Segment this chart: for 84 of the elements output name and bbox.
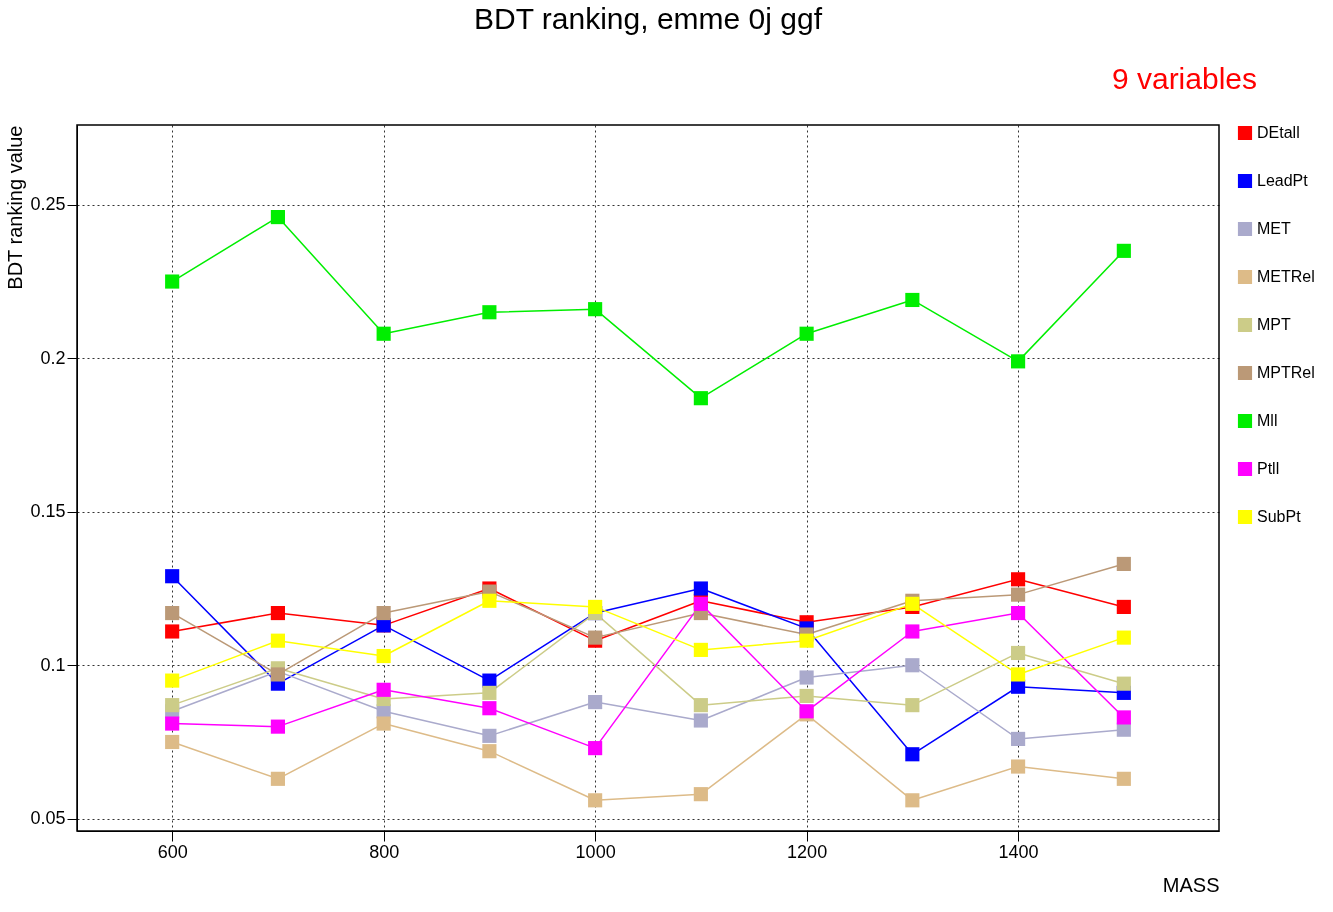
- point: [1116, 676, 1131, 691]
- point: [1116, 599, 1131, 614]
- y-axis-title: BDT ranking value: [4, 125, 27, 290]
- point: [1116, 722, 1131, 737]
- point: [905, 747, 920, 762]
- point: [1116, 630, 1131, 645]
- point: [693, 698, 708, 713]
- point: [799, 633, 814, 648]
- point: [482, 744, 497, 759]
- point: [165, 605, 180, 621]
- point: [1011, 587, 1026, 602]
- point: [1011, 731, 1026, 746]
- point: [1011, 572, 1026, 587]
- point: [165, 569, 180, 584]
- text: 9 variables: [1111, 62, 1257, 95]
- point: [270, 719, 285, 734]
- y-tick-label: 0.15: [30, 501, 66, 522]
- point: [376, 605, 391, 621]
- point: [482, 593, 497, 608]
- chart-title: BDT ranking, emme 0j ggf: [474, 2, 823, 35]
- point: [482, 685, 497, 700]
- point: [482, 305, 497, 320]
- point: [165, 274, 180, 289]
- point: [693, 713, 708, 728]
- y-tick-label: 0.25: [30, 194, 66, 215]
- y-tick-label: 0.2: [40, 347, 66, 368]
- legend-label: LeadPt: [1257, 172, 1309, 189]
- point: [799, 688, 814, 704]
- point: [482, 701, 497, 716]
- point: [165, 698, 180, 713]
- x-tick-label: 1200: [787, 841, 828, 862]
- point: [1011, 759, 1026, 774]
- point: [376, 716, 391, 731]
- point: [165, 673, 180, 688]
- legend-label: MPTRel: [1257, 364, 1315, 381]
- legend-label: SubPt: [1257, 508, 1302, 525]
- y-tick-label: 0.05: [30, 808, 66, 829]
- point: [376, 326, 391, 341]
- point: [905, 698, 920, 713]
- point: [905, 292, 920, 308]
- x-axis-title: MASS: [1162, 873, 1220, 896]
- point: [905, 793, 920, 808]
- point: [693, 581, 708, 596]
- point: [165, 734, 180, 750]
- point: [270, 605, 285, 621]
- legend-label: DEtall: [1257, 124, 1300, 141]
- point: [1011, 354, 1026, 369]
- point: [165, 716, 180, 731]
- point: [588, 599, 603, 614]
- x-tick-label: 800: [369, 841, 400, 862]
- point: [905, 658, 920, 673]
- point: [1116, 771, 1131, 786]
- point: [482, 728, 497, 743]
- y-tick-label: 0.1: [40, 654, 66, 675]
- x-tick-label: 600: [157, 841, 188, 862]
- legend-label: Mll: [1257, 412, 1278, 429]
- legend-label: METRel: [1257, 268, 1315, 285]
- point: [1011, 667, 1026, 682]
- point: [1011, 645, 1026, 661]
- point: [693, 787, 708, 802]
- point: [270, 771, 285, 786]
- point: [799, 670, 814, 685]
- point: [1116, 556, 1131, 572]
- point: [693, 642, 708, 657]
- point: [1116, 710, 1131, 725]
- point: [588, 793, 603, 808]
- x-tick-label: 1400: [998, 841, 1039, 862]
- point: [905, 624, 920, 639]
- point: [799, 326, 814, 341]
- point: [270, 210, 285, 225]
- x-tick-label: 1000: [575, 841, 616, 862]
- point: [376, 648, 391, 664]
- point: [376, 682, 391, 697]
- point: [588, 302, 603, 317]
- point: [588, 741, 603, 756]
- point: [693, 391, 708, 406]
- legend-label: Ptll: [1257, 460, 1280, 477]
- point: [270, 633, 285, 648]
- point: [588, 695, 603, 710]
- legend-label: MET: [1257, 220, 1291, 237]
- point: [1116, 243, 1131, 258]
- legend-label: MPT: [1257, 316, 1291, 333]
- point: [1011, 605, 1026, 621]
- point: [165, 624, 180, 639]
